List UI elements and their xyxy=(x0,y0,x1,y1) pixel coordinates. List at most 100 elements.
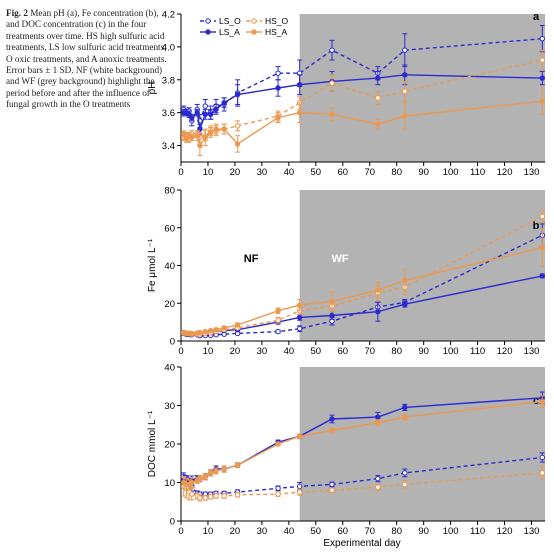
data-point xyxy=(329,47,335,53)
caption-text: Mean pH (a), Fe concentration (b), and D… xyxy=(6,8,167,110)
data-point xyxy=(275,114,281,121)
legend-item-ls-o: LS_O xyxy=(200,16,241,26)
legend-label: HS_A xyxy=(265,27,288,37)
data-point xyxy=(202,474,208,480)
data-point xyxy=(213,106,219,113)
legend-marker xyxy=(205,18,211,24)
data-point xyxy=(375,75,381,81)
y-tick-label: 4.2 xyxy=(162,10,175,21)
data-point xyxy=(296,302,303,308)
data-point xyxy=(329,298,335,305)
data-point xyxy=(213,468,219,474)
legend-label: HS_O xyxy=(265,16,289,26)
figure-caption: Fig. 2 Mean pH (a), Fe concentration (b)… xyxy=(6,8,172,111)
data-point xyxy=(213,493,219,499)
data-point xyxy=(329,481,335,488)
data-point xyxy=(207,327,214,334)
y-tick-label: 10 xyxy=(164,478,175,489)
series-hs-a xyxy=(180,87,546,156)
x-tick-label: 80 xyxy=(391,346,402,357)
y-tick-label: 0 xyxy=(170,337,175,348)
y-tick-label: 0 xyxy=(170,517,175,528)
x-tick-label: 40 xyxy=(284,346,295,357)
data-point xyxy=(375,287,381,293)
series-line xyxy=(183,59,543,141)
x-tick-label: 80 xyxy=(391,167,402,178)
y-tick-label: 20 xyxy=(164,299,175,310)
data-point xyxy=(202,111,208,118)
x-tick-label: 0 xyxy=(178,526,183,537)
data-point xyxy=(402,72,408,78)
data-point xyxy=(329,111,335,118)
y-tick-label: 3.8 xyxy=(162,75,175,86)
data-point xyxy=(221,126,227,132)
data-point xyxy=(375,309,381,315)
data-point xyxy=(539,213,546,220)
data-point xyxy=(197,126,203,132)
x-tick-label: 90 xyxy=(418,167,429,178)
y-tick-label: 60 xyxy=(164,223,175,234)
data-point xyxy=(234,462,241,468)
x-tick-label: 70 xyxy=(364,346,375,357)
x-tick-label: 100 xyxy=(443,167,459,178)
data-point xyxy=(375,414,381,420)
annotation-label: WF xyxy=(332,253,349,265)
legend-item-ls-a: LS_A xyxy=(200,27,240,37)
x-tick-label: 70 xyxy=(364,167,375,178)
x-tick-label: 60 xyxy=(337,346,348,357)
panel-label: c xyxy=(533,395,539,407)
x-tick-label: 130 xyxy=(524,526,540,537)
data-point xyxy=(539,35,546,42)
data-point xyxy=(189,134,195,141)
data-point xyxy=(197,495,203,501)
x-tick-label: 110 xyxy=(470,167,485,178)
x-tick-label: 100 xyxy=(443,346,459,357)
data-point xyxy=(189,479,195,486)
data-point xyxy=(329,427,335,434)
x-tick-label: 30 xyxy=(257,346,268,357)
data-point xyxy=(234,492,241,498)
series-hs-a xyxy=(180,395,546,491)
x-tick-label: 110 xyxy=(470,346,485,357)
shaded-region xyxy=(299,190,545,341)
data-point xyxy=(402,277,408,284)
data-point xyxy=(213,326,219,333)
data-point xyxy=(275,491,281,497)
data-point xyxy=(402,47,408,53)
data-point xyxy=(375,121,381,127)
data-point xyxy=(402,414,408,420)
y-tick-label: 3.4 xyxy=(162,141,175,152)
data-point xyxy=(402,113,408,119)
annotation-label: NF xyxy=(244,253,259,265)
data-point xyxy=(402,481,408,488)
legend-marker xyxy=(251,18,257,24)
chart-legend: LS_OLS_A HS_OHS_A xyxy=(200,16,289,37)
data-point xyxy=(329,312,335,319)
legend-marker xyxy=(251,29,257,35)
data-point xyxy=(234,322,241,328)
x-tick-label: 120 xyxy=(497,346,513,357)
y-axis-label: DOC mmol L⁻¹ xyxy=(147,410,158,477)
data-point xyxy=(275,328,281,335)
legend-label: LS_O xyxy=(219,16,241,26)
data-point xyxy=(539,470,546,476)
x-tick-label: 70 xyxy=(364,526,375,537)
x-tick-label: 50 xyxy=(311,346,322,357)
data-point xyxy=(275,317,281,323)
data-point xyxy=(539,398,546,405)
data-point xyxy=(296,82,303,88)
data-point xyxy=(296,326,303,332)
y-tick-label: 4.0 xyxy=(162,42,175,53)
data-point xyxy=(202,103,208,109)
data-point xyxy=(375,95,381,101)
data-point xyxy=(194,109,200,116)
data-point xyxy=(539,75,546,81)
data-point xyxy=(539,454,546,461)
x-tick-label: 130 xyxy=(524,167,540,178)
data-point xyxy=(221,100,227,106)
data-point xyxy=(197,329,203,336)
data-point xyxy=(296,489,303,495)
data-point xyxy=(197,142,203,149)
chart-panel-c: 0 10 20 30 40 0 10 20 30 40 50 60 70 80 90 100 110 120 130… xyxy=(147,363,546,537)
x-tick-label: 30 xyxy=(257,526,268,537)
